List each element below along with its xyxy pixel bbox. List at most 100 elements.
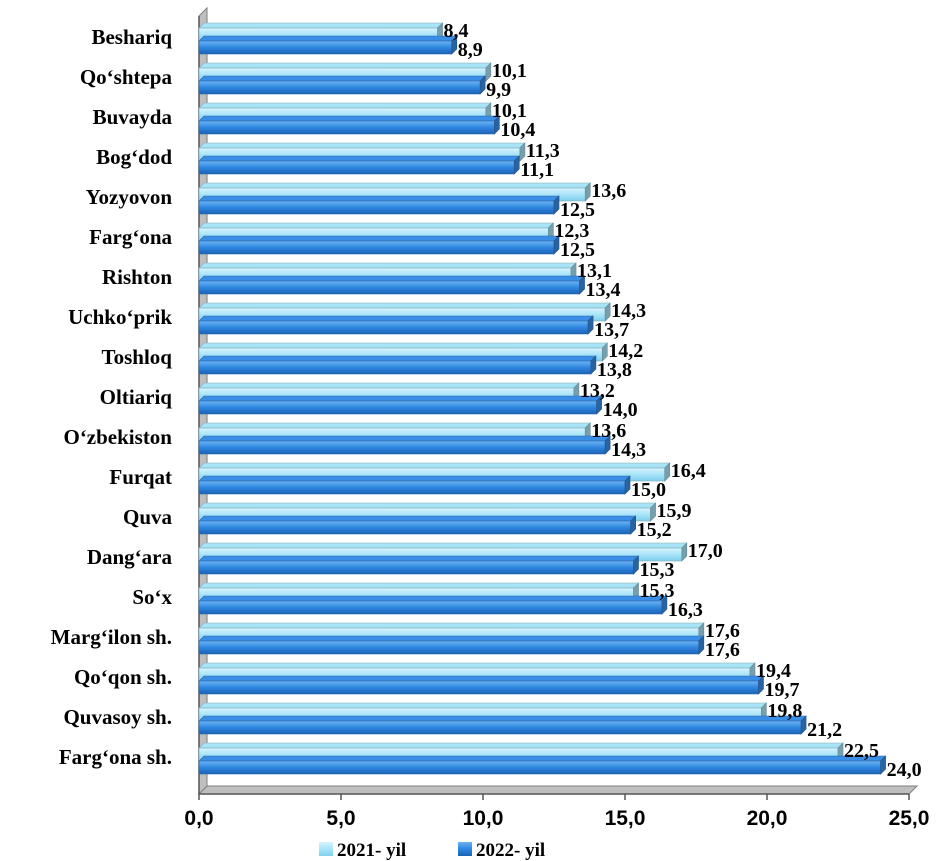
bar-2022 [198, 395, 603, 415]
data-label-2021: 14,2 [608, 340, 643, 362]
bars [198, 22, 887, 775]
bar-end-face [681, 542, 688, 562]
bar-front-face [198, 200, 555, 215]
bar-front-face [198, 640, 700, 655]
data-label-2021: 19,8 [767, 700, 802, 722]
bar-top-face [198, 35, 458, 42]
bar-2022 [198, 115, 501, 135]
data-label-2021: 11,3 [526, 140, 560, 162]
bar-end-face [604, 435, 611, 455]
bar-end-face [698, 635, 705, 655]
bar-2022 [198, 475, 631, 495]
bar-end-face [624, 475, 631, 495]
bar-end-face [494, 115, 500, 135]
bar-top-face [198, 755, 887, 762]
bar-end-face [553, 195, 560, 215]
data-label-2022: 16,3 [668, 599, 703, 621]
bar-2022 [198, 355, 597, 375]
x-tick-label: 5,0 [326, 807, 355, 830]
category-label: Quvasoy sh. [63, 705, 172, 729]
data-label-2022: 21,2 [807, 719, 842, 741]
category-label: Beshariq [91, 25, 172, 49]
bar-top-face [198, 342, 609, 349]
x-tick-label: 0,0 [184, 807, 213, 830]
bar-front-face [198, 320, 589, 335]
data-label-2021: 15,9 [657, 500, 692, 522]
category-label: Uchko‘prik [68, 305, 172, 329]
data-label-2022: 15,3 [640, 559, 675, 581]
category-label: Buvayda [93, 105, 173, 129]
bar-2022 [198, 435, 611, 455]
bar-top-face [198, 302, 611, 309]
bar-top-face [198, 275, 586, 282]
data-label-2021: 14,3 [611, 300, 646, 322]
bar-top-face [198, 222, 555, 229]
bar-top-face [198, 22, 444, 29]
legend-label-2021: 2021- yil [337, 840, 406, 861]
data-label-2022: 8,9 [458, 39, 483, 61]
bar-front-face [198, 520, 631, 535]
bar-2022 [198, 675, 765, 695]
bar-front-face [198, 40, 453, 55]
bar-top-face [198, 155, 520, 162]
bar-front-face [198, 480, 626, 495]
x-tick-label: 25,0 [889, 807, 930, 830]
bar-front-face [198, 440, 606, 455]
category-label: Rishton [102, 265, 172, 289]
bar-top-face [198, 515, 637, 522]
data-label-2021: 22,5 [844, 740, 879, 762]
category-label: Bog‘dod [96, 145, 172, 169]
bar-top-face [198, 382, 580, 389]
data-label-2022: 12,5 [560, 199, 595, 221]
data-label-2021: 13,2 [580, 380, 615, 402]
bar-top-face [198, 435, 611, 442]
bar-top-face [198, 182, 591, 189]
legend-label-2022: 2022- yil [476, 840, 545, 861]
bar-top-face [198, 395, 603, 402]
bar-top-face [198, 102, 492, 109]
data-label-2022: 12,5 [560, 239, 595, 261]
x-tick-labels: 0,0 5,0 10,0 15,0 20,0 25,0 [184, 807, 929, 830]
bar-top-face [198, 622, 705, 629]
x-axis-floor [197, 785, 919, 795]
data-label-2021: 10,1 [492, 60, 527, 82]
data-label-2021: 16,4 [671, 460, 706, 482]
bar-2022 [198, 235, 560, 255]
bar-front-face [198, 120, 495, 135]
bar-top-face [198, 235, 560, 242]
data-label-2021: 13,6 [591, 180, 626, 202]
bar-2022 [198, 515, 637, 535]
data-label-2022: 17,6 [705, 639, 740, 661]
bar-top-face [198, 662, 756, 669]
bar-2022 [198, 275, 586, 295]
x-tick-label: 20,0 [747, 807, 788, 830]
bar-end-face [604, 302, 611, 322]
data-label-2021: 13,6 [591, 420, 626, 442]
bar-end-face [584, 182, 591, 202]
data-label-2022: 13,4 [586, 279, 621, 301]
bar-end-face [596, 395, 602, 415]
bar-top-face [198, 502, 657, 509]
bar-end-face [451, 35, 458, 55]
bar-top-face [198, 422, 591, 429]
data-label-2021: 17,6 [705, 620, 740, 642]
bar-top-face [198, 702, 768, 709]
category-label: Marg‘ilon sh. [51, 625, 172, 649]
bar-front-face [198, 680, 759, 695]
bar-2022 [198, 715, 807, 735]
category-label: O‘zbekiston [63, 425, 172, 449]
bar-2022 [198, 755, 887, 775]
bar-end-face [479, 75, 486, 95]
bar-end-face [633, 555, 639, 575]
data-label-2021: 15,3 [640, 580, 675, 602]
legend-swatch-2022 [458, 842, 472, 856]
category-labels: Beshariq Qo‘shtepa Buvayda Bog‘dod Yozyovon F… [51, 25, 173, 769]
bar-top-face [198, 262, 577, 269]
category-label: Farg‘ona [89, 225, 172, 249]
category-label: Quva [123, 505, 173, 529]
data-label-2022: 19,7 [764, 679, 799, 701]
bar-top-face [198, 462, 671, 469]
bar-2022 [198, 595, 668, 615]
bar-end-face [485, 62, 492, 82]
